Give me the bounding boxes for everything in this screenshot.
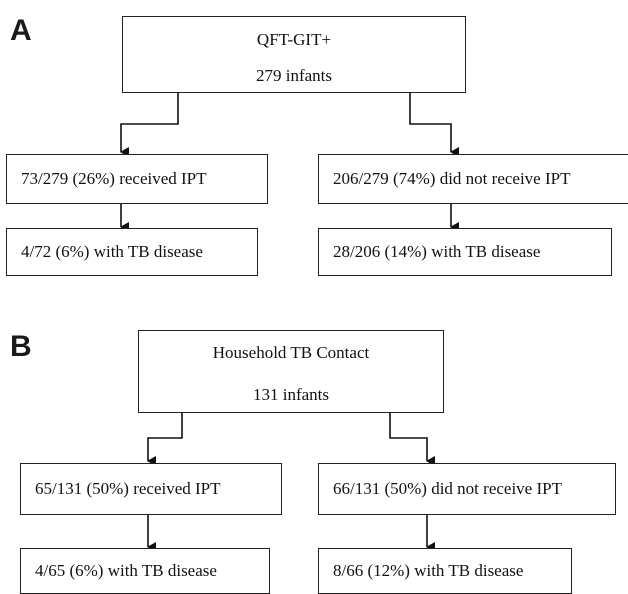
- panel-a-received-ipt-text: 73/279 (26%) received IPT: [21, 169, 207, 188]
- panel-a-no-ipt-outcome-box: 28/206 (14%) with TB disease: [318, 228, 612, 276]
- panel-a-no-ipt-text: 206/279 (74%) did not receive IPT: [333, 169, 571, 188]
- panel-label-b: B: [10, 330, 32, 363]
- panel-a-root-count: 279 infants: [255, 66, 333, 85]
- panel-b-received-ipt-outcome-text: 4/65 (6%) with TB disease: [35, 561, 217, 580]
- arrow-a-root-to-left: [120, 92, 179, 157]
- panel-label-a: A: [10, 14, 32, 47]
- panel-a-received-ipt-box: 73/279 (26%) received IPT: [6, 154, 268, 204]
- panel-b-no-ipt-outcome-box: 8/66 (12%) with TB disease: [318, 548, 572, 594]
- arrow-a-root-to-right: [409, 92, 459, 157]
- panel-a-received-ipt-outcome-text: 4/72 (6%) with TB disease: [21, 242, 203, 261]
- panel-b-root-box: Household TB Contact 131 infants: [138, 330, 444, 413]
- panel-b-root-count: 131 infants: [252, 385, 330, 404]
- panel-b-no-ipt-box: 66/131 (50%) did not receive IPT: [318, 463, 616, 515]
- arrow-b-root-to-left: [147, 412, 183, 466]
- panel-b-no-ipt-outcome-text: 8/66 (12%) with TB disease: [333, 561, 524, 580]
- panel-b-root-title: Household TB Contact: [212, 343, 370, 362]
- panel-a-no-ipt-outcome-text: 28/206 (14%) with TB disease: [333, 242, 541, 261]
- panel-b-no-ipt-text: 66/131 (50%) did not receive IPT: [333, 479, 562, 498]
- panel-b-received-ipt-text: 65/131 (50%) received IPT: [35, 479, 221, 498]
- panel-a-received-ipt-outcome-box: 4/72 (6%) with TB disease: [6, 228, 258, 276]
- panel-b-received-ipt-outcome-box: 4/65 (6%) with TB disease: [20, 548, 270, 594]
- panel-a-no-ipt-box: 206/279 (74%) did not receive IPT: [318, 154, 628, 204]
- panel-b-received-ipt-box: 65/131 (50%) received IPT: [20, 463, 282, 515]
- panel-a-root-title: QFT-GIT+: [256, 30, 332, 49]
- panel-a-root-box: QFT-GIT+ 279 infants: [122, 16, 466, 93]
- arrow-b-root-to-right: [389, 412, 435, 466]
